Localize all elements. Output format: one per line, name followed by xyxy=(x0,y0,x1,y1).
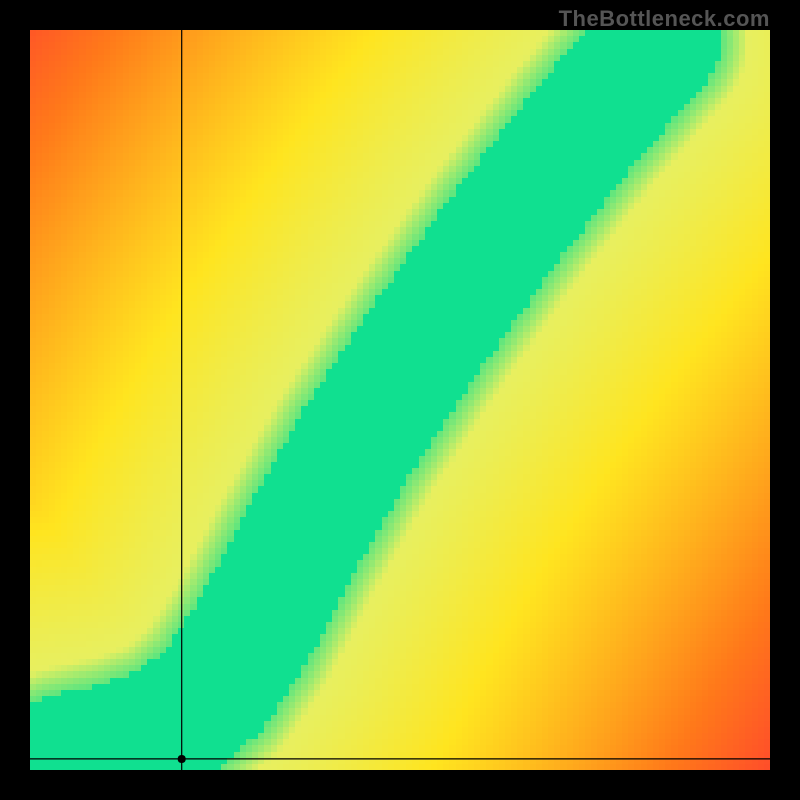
plot-area xyxy=(30,30,770,770)
chart-container: TheBottleneck.com xyxy=(0,0,800,800)
watermark-text: TheBottleneck.com xyxy=(559,6,770,32)
heatmap-canvas xyxy=(30,30,770,770)
